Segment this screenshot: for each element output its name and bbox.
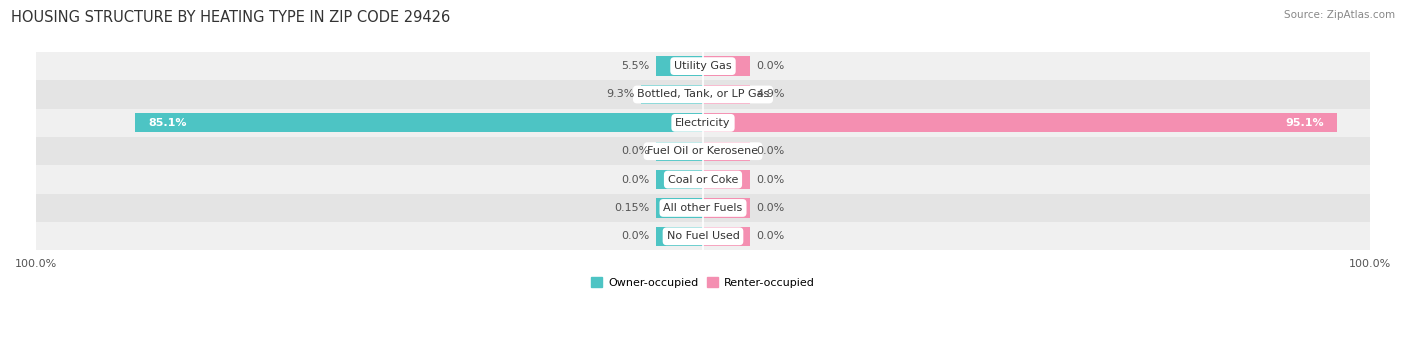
Text: 9.3%: 9.3%	[606, 89, 634, 100]
Bar	[657, 227, 703, 246]
Bar	[37, 137, 1369, 165]
Bar	[703, 142, 749, 161]
Text: 0.0%: 0.0%	[756, 203, 785, 213]
Legend: Owner-occupied, Renter-occupied: Owner-occupied, Renter-occupied	[586, 273, 820, 293]
Text: 0.0%: 0.0%	[756, 146, 785, 156]
Bar	[37, 80, 1369, 109]
Bar	[703, 57, 749, 76]
Text: 0.0%: 0.0%	[621, 231, 650, 241]
Bar	[657, 142, 703, 161]
Text: 0.0%: 0.0%	[756, 175, 785, 184]
Bar	[37, 222, 1369, 251]
Bar	[37, 52, 1369, 80]
Text: Utility Gas: Utility Gas	[675, 61, 731, 71]
Text: 0.0%: 0.0%	[756, 61, 785, 71]
Text: 4.9%: 4.9%	[756, 89, 785, 100]
Text: Bottled, Tank, or LP Gas: Bottled, Tank, or LP Gas	[637, 89, 769, 100]
Text: 0.0%: 0.0%	[621, 175, 650, 184]
Bar	[657, 198, 703, 218]
Text: 5.5%: 5.5%	[621, 61, 650, 71]
Text: Fuel Oil or Kerosene: Fuel Oil or Kerosene	[647, 146, 759, 156]
Bar	[37, 109, 1369, 137]
Text: All other Fuels: All other Fuels	[664, 203, 742, 213]
Bar	[703, 227, 749, 246]
Bar	[703, 198, 749, 218]
Bar	[703, 170, 749, 189]
Bar	[37, 165, 1369, 194]
Bar	[135, 113, 703, 133]
Text: Electricity: Electricity	[675, 118, 731, 128]
Bar	[657, 57, 703, 76]
Text: 0.15%: 0.15%	[614, 203, 650, 213]
Text: 0.0%: 0.0%	[621, 146, 650, 156]
Text: Coal or Coke: Coal or Coke	[668, 175, 738, 184]
Text: 0.0%: 0.0%	[756, 231, 785, 241]
Text: 95.1%: 95.1%	[1285, 118, 1324, 128]
Text: Source: ZipAtlas.com: Source: ZipAtlas.com	[1284, 10, 1395, 20]
Bar	[657, 170, 703, 189]
Bar	[703, 113, 1337, 133]
Text: HOUSING STRUCTURE BY HEATING TYPE IN ZIP CODE 29426: HOUSING STRUCTURE BY HEATING TYPE IN ZIP…	[11, 10, 450, 25]
Text: 85.1%: 85.1%	[149, 118, 187, 128]
Bar	[703, 85, 749, 104]
Bar	[641, 85, 703, 104]
Text: No Fuel Used: No Fuel Used	[666, 231, 740, 241]
Bar	[37, 194, 1369, 222]
